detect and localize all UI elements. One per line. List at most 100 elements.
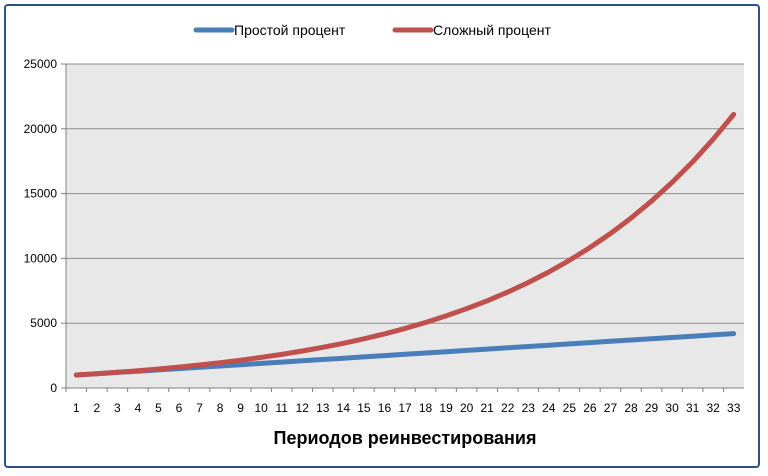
data-point [259,361,263,365]
data-point [547,270,551,274]
data-point [465,307,469,311]
x-tick-label: 26 [583,401,597,415]
data-point [526,281,530,285]
data-point [444,350,448,354]
data-point [239,358,243,362]
x-tick-label: 2 [93,401,100,415]
x-tick-label: 11 [275,401,288,415]
x-tick-label: 17 [398,401,412,415]
data-point [218,361,222,365]
x-tick-labels: 1 2 3 4 5 6 7 8 9 10 11 12 13 14 15 16 17 18 19 20 21 22 23 24 2… [65,388,741,415]
y-tick-label: 5000 [30,316,57,330]
legend-label-1: Простой процент [234,22,346,38]
data-point [300,349,304,353]
x-tick-label: 24 [542,401,556,415]
data-point [382,332,386,336]
x-tick-label: 29 [645,401,659,415]
y-tick-label: 20000 [24,122,58,136]
x-tick-label: 23 [522,401,536,415]
x-tick-label: 19 [439,401,453,415]
data-point [280,360,284,364]
x-axis-title: Периодов реинвестирования [274,428,537,448]
data-point [526,345,530,349]
data-point [115,370,119,374]
data-point [239,363,243,367]
plot-area [66,64,744,388]
data-point [465,348,469,352]
data-point [608,232,612,236]
data-point [382,354,386,358]
data-point [588,341,592,345]
data-point [362,337,366,341]
data-point [341,341,345,345]
data-point [156,367,160,371]
data-point [485,347,489,351]
x-tick-label: 8 [217,401,224,415]
data-point [341,356,345,360]
y-tick-label: 15000 [24,187,58,201]
x-tick-label: 32 [707,401,721,415]
x-tick-label: 25 [563,401,577,415]
data-point [321,357,325,361]
data-point [485,299,489,303]
x-tick-label: 16 [378,401,392,415]
x-tick-label: 27 [604,401,618,415]
data-point [362,355,366,359]
x-tick-label: 22 [501,401,515,415]
y-tick-label: 25000 [24,57,58,71]
data-point [321,345,325,349]
data-point [711,137,715,141]
legend: Простой процент Сложный процент [193,22,551,38]
x-tick-label: 31 [686,401,700,415]
data-point [691,160,695,164]
data-point [300,359,304,363]
data-point [74,373,78,377]
data-point [629,338,633,342]
data-point [711,333,715,337]
data-point [608,339,612,343]
data-point [588,246,592,250]
x-tick-label: 20 [460,401,474,415]
x-tick-label: 10 [255,401,269,415]
data-point [732,332,736,336]
series-lines [73,111,737,378]
x-tick-label: 21 [481,401,495,415]
data-point [650,337,654,341]
data-point [506,290,510,294]
data-point [567,258,571,262]
data-point [403,352,407,356]
data-point [567,342,571,346]
data-point [506,346,510,350]
data-point [650,199,654,203]
x-tick-label: 15 [357,401,371,415]
x-tick-label: 18 [419,401,433,415]
y-tick-label: 0 [50,381,57,395]
data-point [670,335,674,339]
data-point [732,112,736,116]
legend-label-2: Сложный процент [433,22,551,38]
data-point [95,372,99,376]
x-tick-label: 12 [296,401,310,415]
y-tick-label: 10000 [24,251,58,265]
data-point [424,321,428,325]
x-tick-label: 14 [337,401,351,415]
data-point [177,365,181,369]
x-tick-label: 6 [176,401,183,415]
x-tick-label: 4 [135,401,142,415]
data-point [136,369,140,373]
data-point [629,216,633,220]
x-tick-label: 1 [73,401,80,415]
data-point [444,314,448,318]
data-point [280,352,284,356]
gridlines [66,63,744,324]
x-tick-label: 7 [196,401,203,415]
data-point [691,334,695,338]
data-point [670,180,674,184]
x-tick-label: 13 [316,401,330,415]
x-tick-label: 33 [727,401,741,415]
x-tick-label: 9 [237,401,244,415]
x-tick-label: 30 [665,401,679,415]
y-tick-labels: 0 5000 10000 15000 20000 25000 [24,57,66,395]
x-tick-label: 28 [624,401,638,415]
